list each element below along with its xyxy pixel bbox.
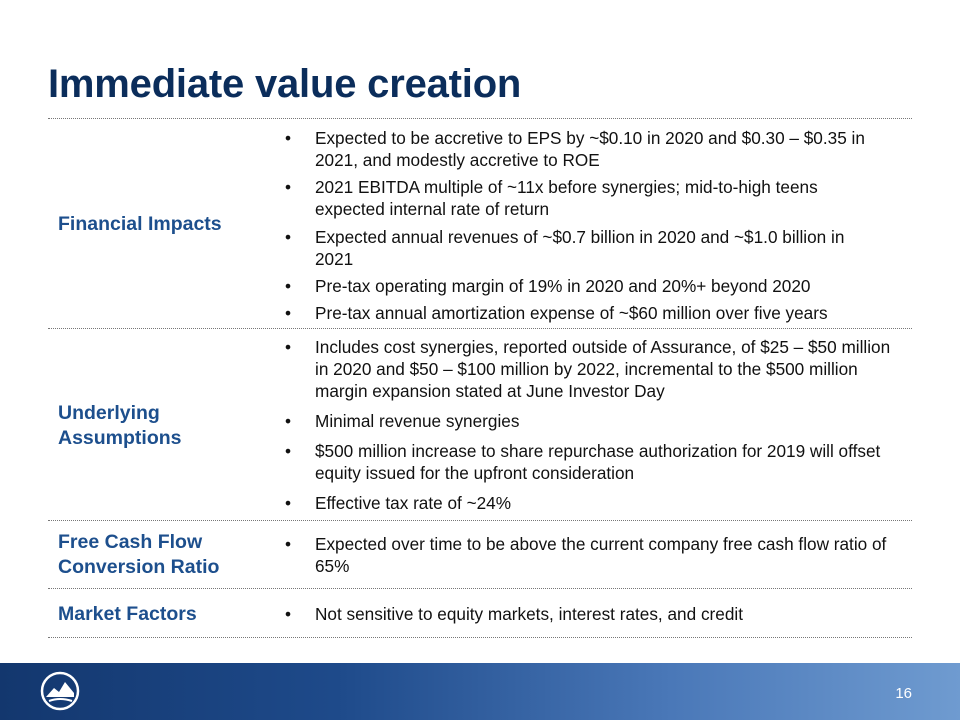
bullet-list-underlying-assumptions: Includes cost synergies, reported outsid… bbox=[282, 336, 892, 514]
list-item: Pre-tax annual amortization expense of ~… bbox=[282, 302, 892, 324]
list-item: Minimal revenue synergies bbox=[282, 410, 892, 432]
slide-title: Immediate value creation bbox=[48, 62, 522, 106]
row-label-free-cash-flow: Free Cash Flow Conversion Ratio bbox=[58, 531, 220, 578]
list-item: Includes cost synergies, reported outsid… bbox=[282, 336, 892, 402]
list-item: Expected annual revenues of ~$0.7 billio… bbox=[282, 226, 892, 270]
row-label-financial-impacts: Financial Impacts bbox=[58, 213, 222, 235]
list-item: Expected over time to be above the curre… bbox=[282, 533, 892, 577]
list-item: Pre-tax operating margin of 19% in 2020 … bbox=[282, 275, 892, 297]
rock-logo-icon bbox=[40, 671, 80, 711]
divider bbox=[48, 118, 912, 119]
list-item: Expected to be accretive to EPS by ~$0.1… bbox=[282, 127, 892, 171]
list-item: Effective tax rate of ~24% bbox=[282, 492, 892, 514]
list-item: 2021 EBITDA multiple of ~11x before syne… bbox=[282, 176, 892, 220]
list-item: Not sensitive to equity markets, interes… bbox=[282, 603, 892, 625]
footer-bar: 16 bbox=[0, 663, 960, 720]
divider bbox=[48, 637, 912, 638]
bullet-list-free-cash-flow: Expected over time to be above the curre… bbox=[282, 533, 892, 577]
list-item: $500 million increase to share repurchas… bbox=[282, 440, 892, 484]
divider bbox=[48, 588, 912, 589]
bullet-list-financial-impacts: Expected to be accretive to EPS by ~$0.1… bbox=[282, 127, 892, 324]
row-label-market-factors: Market Factors bbox=[58, 603, 197, 625]
divider bbox=[48, 520, 912, 521]
page-number: 16 bbox=[895, 685, 912, 702]
row-label-underlying-assumptions: Underlying Assumptions bbox=[58, 402, 182, 449]
divider bbox=[48, 328, 912, 329]
bullet-list-market-factors: Not sensitive to equity markets, interes… bbox=[282, 603, 892, 625]
